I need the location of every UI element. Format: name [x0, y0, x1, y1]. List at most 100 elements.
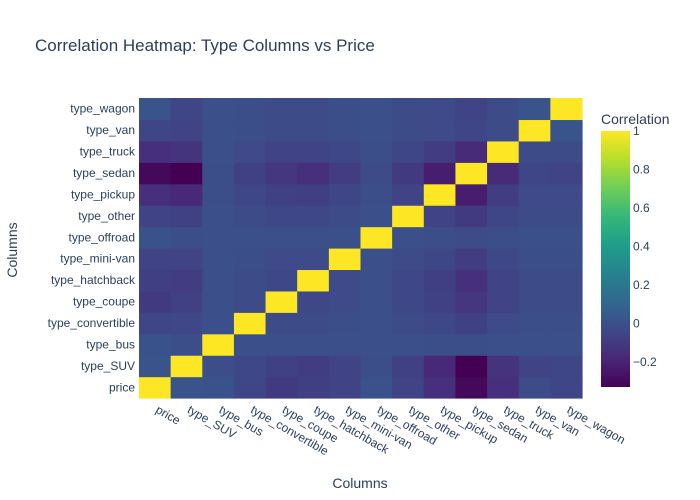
heatmap-cell-type_wagon-type_bus	[202, 98, 235, 121]
heatmap-cell-type_sedan-type_van	[518, 162, 551, 185]
heatmap-cell-type_van-type_wagon	[550, 119, 583, 142]
heatmap-cell-type_bus-type_coupe	[265, 333, 298, 356]
heatmap-cell-type_pickup-type_sedan	[455, 183, 488, 206]
heatmap-cell-price-type_convertible	[233, 376, 267, 399]
heatmap-cell-type_bus-type_hatchback	[297, 333, 330, 356]
heatmap-cell-type_pickup-type_other	[392, 183, 425, 206]
heatmap-cell-type_hatchback-type_truck	[487, 269, 520, 292]
heatmap-cell-type_offroad-type_wagon	[550, 226, 583, 249]
heatmap-cell-type_convertible-type_convertible	[233, 312, 267, 335]
chart-title: Correlation Heatmap: Type Columns vs Pri…	[35, 36, 375, 55]
heatmap-cell-type_coupe-type_van	[518, 290, 551, 313]
heatmap-cell-type_convertible-type_sedan	[455, 312, 488, 335]
heatmap-cell-type_hatchback-price	[139, 269, 172, 292]
heatmap-cell-type_bus-type_convertible	[233, 333, 267, 356]
y-tick-label: type_offroad	[69, 230, 136, 244]
heatmap-cell-type_convertible-type_SUV	[170, 312, 203, 335]
heatmap-cell-type_bus-type_wagon	[550, 333, 583, 356]
heatmap-cell-type_mini-van-type_truck	[487, 248, 520, 271]
heatmap-cell-type_pickup-type_offroad	[360, 183, 393, 206]
colorbar-tick-label: 1	[633, 124, 640, 138]
heatmap-cell-type_van-type_bus	[202, 119, 235, 142]
heatmap-cell-type_wagon-type_other	[392, 98, 425, 121]
heatmap-cell-price-type_hatchback	[297, 376, 330, 399]
heatmap-cell-type_other-price	[139, 205, 172, 228]
heatmap-cell-type_wagon-type_hatchback	[297, 98, 330, 121]
heatmap-cell-type_sedan-type_wagon	[550, 162, 583, 185]
heatmap-cell-type_truck-type_offroad	[360, 140, 393, 163]
heatmap-cell-type_convertible-type_bus	[202, 312, 235, 335]
heatmap-cell-type_other-type_pickup	[423, 205, 457, 228]
heatmap-cell-type_pickup-type_SUV	[170, 183, 203, 206]
heatmap-cell-price-type_truck	[487, 376, 520, 399]
heatmap-cell-type_truck-type_sedan	[455, 140, 488, 163]
heatmap-cell-type_bus-type_pickup	[423, 333, 457, 356]
heatmap-cell-type_convertible-type_other	[392, 312, 425, 335]
heatmap-cell-type_SUV-type_truck	[487, 355, 520, 378]
heatmap-cell-type_truck-type_coupe	[265, 140, 298, 163]
y-axis-tick-labels: price type_SUV type_bus type_convertible typ…	[48, 102, 136, 395]
x-axis-tick-labels: price type_SUVtype_bustype_convertibletyp…	[153, 402, 627, 458]
heatmap-cell-type_mini-van-type_pickup	[423, 248, 457, 271]
heatmap-cell-type_SUV-type_hatchback	[297, 355, 330, 378]
heatmap-cell-type_hatchback-type_hatchback	[297, 269, 330, 292]
heatmap-cell-price-type_wagon	[550, 376, 583, 399]
heatmap-cell-type_convertible-type_truck	[487, 312, 520, 335]
heatmap-cell-type_offroad-type_van	[518, 226, 551, 249]
heatmap-cell-type_bus-type_van	[518, 333, 551, 356]
heatmap-cell-type_coupe-type_pickup	[423, 290, 457, 313]
heatmap-cell-type_other-type_SUV	[170, 205, 203, 228]
heatmap-cell-type_van-type_hatchback	[297, 119, 330, 142]
heatmap-cell-type_wagon-type_convertible	[233, 98, 267, 121]
heatmap-cell-type_pickup-type_pickup	[423, 183, 457, 206]
x-axis-title: Columns	[332, 475, 387, 491]
heatmap-cell-type_sedan-type_SUV	[170, 162, 203, 185]
heatmap-cell-price-type_pickup	[423, 376, 457, 399]
heatmap-cell-type_sedan-type_truck	[487, 162, 520, 185]
y-tick-label: type_bus	[86, 337, 135, 351]
y-tick-label: type_mini-van	[60, 252, 135, 266]
heatmap-cell-type_wagon-type_SUV	[170, 98, 203, 121]
heatmap-cell-type_bus-type_truck	[487, 333, 520, 356]
heatmap-cell-type_hatchback-type_other	[392, 269, 425, 292]
y-tick-label: price	[109, 380, 135, 394]
heatmap-cell-type_hatchback-type_van	[518, 269, 551, 292]
heatmap-cell-type_convertible-type_hatchback	[297, 312, 330, 335]
heatmap-cell-type_offroad-price	[139, 226, 172, 249]
heatmap-cell-type_hatchback-type_convertible	[233, 269, 267, 292]
heatmap-cell-type_SUV-type_van	[518, 355, 551, 378]
heatmap-cell-type_sedan-type_offroad	[360, 162, 393, 185]
heatmap-cell-type_mini-van-type_sedan	[455, 248, 488, 271]
heatmap-cell-type_van-type_pickup	[423, 119, 457, 142]
heatmap-cell-type_other-type_van	[518, 205, 551, 228]
colorbar-tick-label: 0.6	[633, 201, 650, 215]
heatmap-cell-type_hatchback-type_wagon	[550, 269, 583, 292]
heatmap-cell-type_offroad-type_sedan	[455, 226, 488, 249]
heatmap-cell-price-type_van	[518, 376, 551, 399]
heatmap-cell-type_coupe-type_convertible	[233, 290, 267, 313]
heatmap-cell-type_sedan-type_pickup	[423, 162, 457, 185]
heatmap-cell-type_van-price	[139, 119, 172, 142]
y-tick-label: type_hatchback	[51, 273, 136, 287]
heatmap-cell-type_SUV-type_convertible	[233, 355, 267, 378]
heatmap-cell-price-type_offroad	[360, 376, 393, 399]
heatmap-cell-type_pickup-type_coupe	[265, 183, 298, 206]
y-tick-label: type_coupe	[73, 295, 135, 309]
heatmap-cell-type_bus-type_other	[392, 333, 425, 356]
heatmap-cell-type_bus-type_mini-van	[328, 333, 362, 356]
heatmap-cell-type_offroad-type_offroad	[360, 226, 393, 249]
heatmap-cell-price-type_SUV	[170, 376, 203, 399]
heatmap-cell-type_bus-price	[139, 333, 172, 356]
heatmap-cell-price-type_mini-van	[328, 376, 362, 399]
heatmap-cell-type_other-type_other	[392, 205, 425, 228]
heatmap-cell-type_bus-type_offroad	[360, 333, 393, 356]
colorbar-tick-label: −0.2	[633, 355, 657, 369]
heatmap-cell-type_pickup-type_bus	[202, 183, 235, 206]
heatmap-cell-type_sedan-type_mini-van	[328, 162, 362, 185]
y-tick-label: type_sedan	[73, 166, 135, 180]
heatmap-cell-type_coupe-type_SUV	[170, 290, 203, 313]
heatmap-cell-type_SUV-type_SUV	[170, 355, 203, 378]
heatmap-cell-type_sedan-type_convertible	[233, 162, 267, 185]
heatmap-cell-type_offroad-type_pickup	[423, 226, 457, 249]
heatmap-cell-type_truck-type_truck	[487, 140, 520, 163]
